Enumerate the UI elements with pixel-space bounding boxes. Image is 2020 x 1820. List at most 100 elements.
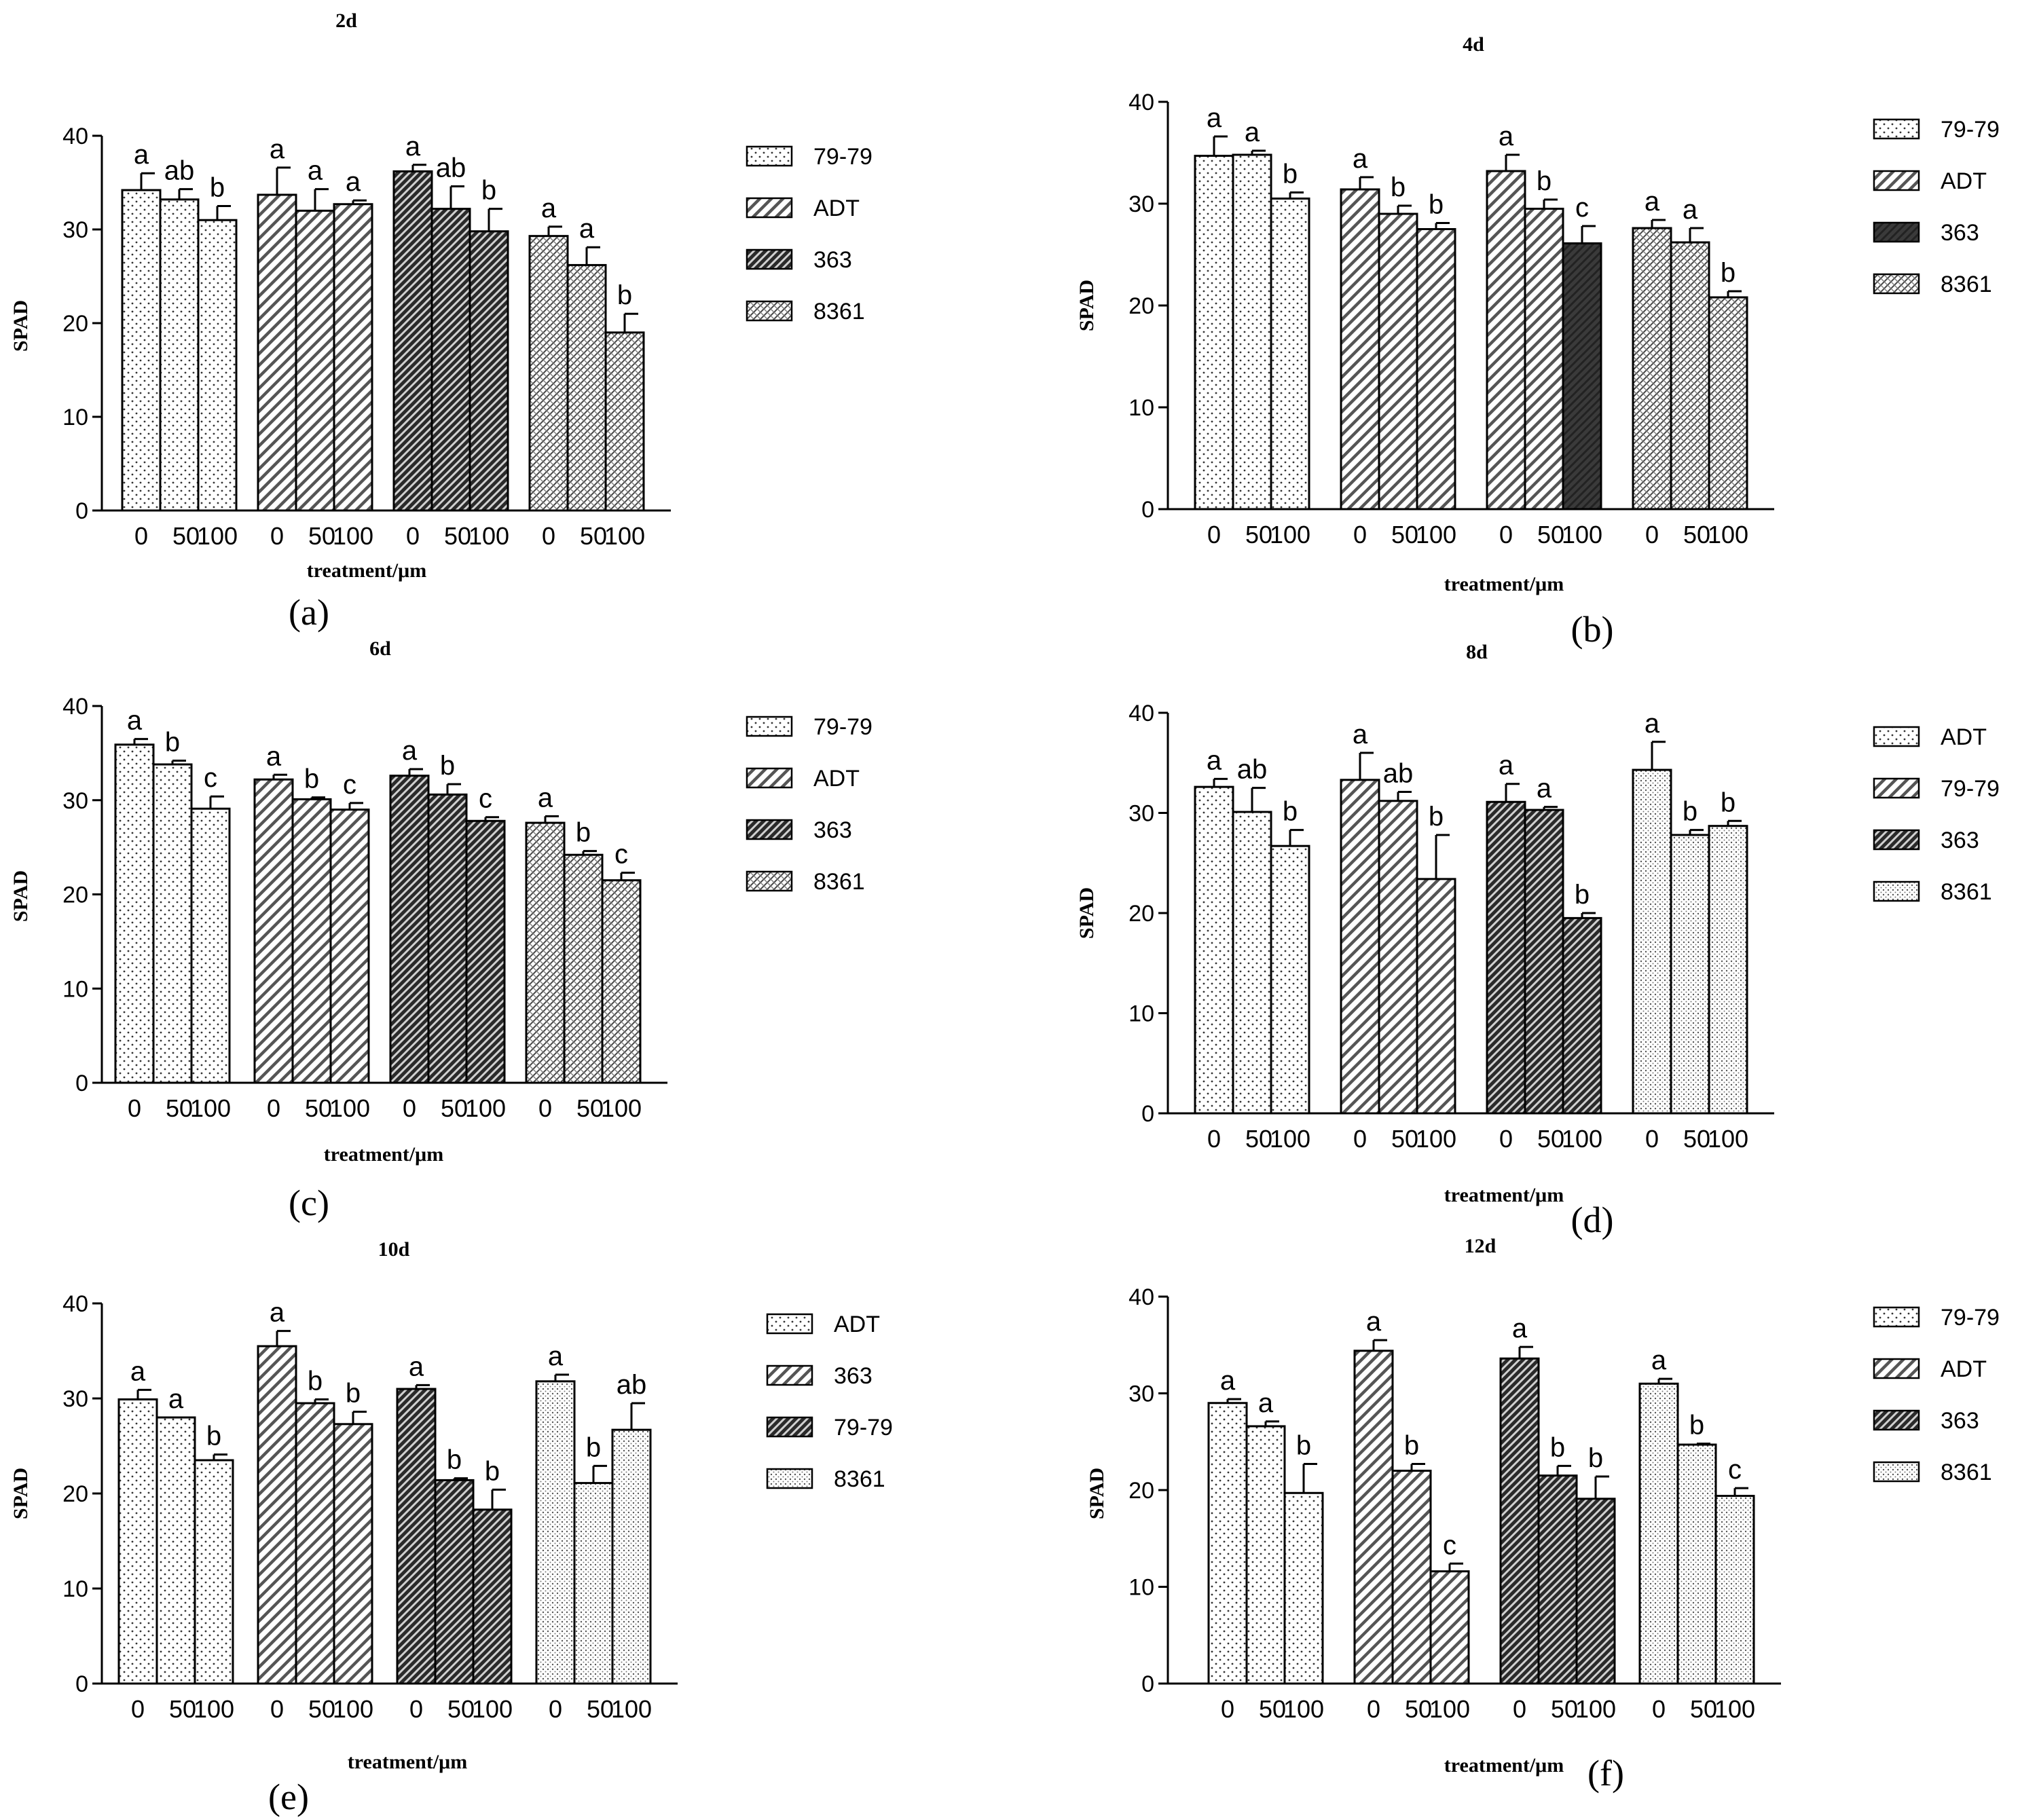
- bar: [190, 807, 231, 1084]
- bar: [1632, 227, 1672, 510]
- x-axis-label: treatment/μm: [348, 1751, 467, 1773]
- x-tick-label: 100: [333, 1695, 373, 1723]
- legend-swatch: [1873, 118, 1920, 140]
- chart-panel-5: 10d 0 10 20 30 40 SPAD treatment/μm (e) a 0 a 50 b 100…: [10, 1238, 893, 1817]
- significance-letter: a: [538, 783, 553, 813]
- panel-label: (b): [1571, 609, 1614, 650]
- legend-swatch: [1873, 880, 1920, 902]
- x-tick-label: 0: [1499, 521, 1513, 549]
- x-tick-label: 100: [1429, 1695, 1470, 1723]
- significance-letter: b: [1296, 1431, 1311, 1461]
- significance-letter: a: [1499, 751, 1514, 781]
- x-tick-label: 0: [267, 1094, 280, 1122]
- bar: [1537, 1474, 1578, 1685]
- significance-letter: ab: [164, 156, 195, 186]
- significance-letter: a: [1499, 122, 1514, 151]
- x-tick-label: 100: [1283, 1695, 1324, 1723]
- x-tick-label: 100: [333, 522, 373, 550]
- y-axis-label: SPAD: [10, 300, 32, 352]
- x-tick-label: 50: [1537, 521, 1564, 549]
- significance-letter: a: [134, 140, 149, 170]
- significance-letter: a: [1645, 709, 1660, 739]
- y-tick-label: 20: [1128, 1478, 1154, 1504]
- legend-swatch: [746, 145, 793, 167]
- x-tick-label: 100: [604, 522, 645, 550]
- x-tick-label: 50: [166, 1094, 193, 1122]
- significance-letter: a: [127, 706, 143, 736]
- y-tick-label: 0: [75, 498, 88, 524]
- bar: [1340, 188, 1380, 510]
- legend-label: 8361: [813, 299, 865, 324]
- significance-letter: b: [165, 727, 180, 757]
- significance-letter: a: [1353, 720, 1368, 749]
- x-tick-label: 0: [270, 522, 284, 550]
- x-tick-label: 0: [406, 522, 420, 550]
- x-tick-label: 50: [1245, 1125, 1272, 1153]
- x-tick-label: 100: [329, 1094, 370, 1122]
- bar: [194, 1459, 234, 1685]
- bar: [329, 809, 370, 1084]
- panel-label: (f): [1587, 1753, 1624, 1794]
- chart-title: 10d: [378, 1238, 410, 1261]
- significance-letter: a: [1651, 1345, 1667, 1375]
- x-tick-label: 50: [1551, 1695, 1578, 1723]
- legend-label: 363: [813, 817, 852, 843]
- legend-swatch: [1873, 1358, 1920, 1379]
- legend-swatch: [766, 1313, 813, 1335]
- significance-letter: b: [1588, 1443, 1603, 1473]
- bar: [1270, 844, 1310, 1115]
- x-tick-label: 50: [1391, 521, 1418, 549]
- bar: [465, 819, 506, 1084]
- y-tick-label: 10: [1128, 1575, 1154, 1601]
- bar: [1353, 1350, 1394, 1685]
- significance-letter: ab: [436, 153, 466, 183]
- legend-swatch: [746, 819, 793, 840]
- bar: [573, 1482, 614, 1685]
- legend-label: 79-79: [813, 714, 873, 740]
- y-tick-label: 40: [62, 694, 88, 720]
- significance-letter: a: [1512, 1314, 1528, 1343]
- significance-letter: b: [1404, 1431, 1419, 1461]
- y-tick-label: 40: [1128, 90, 1154, 115]
- significance-letter: a: [548, 1341, 564, 1371]
- bar: [1378, 212, 1418, 510]
- bar: [535, 1380, 576, 1685]
- bar: [604, 331, 645, 512]
- bar: [333, 203, 373, 512]
- significance-letter: a: [405, 132, 421, 162]
- x-axis-label: treatment/μm: [1444, 573, 1564, 595]
- bar: [1562, 916, 1602, 1115]
- bar: [1632, 768, 1672, 1115]
- significance-letter: b: [308, 1366, 323, 1396]
- bar: [430, 208, 471, 512]
- bar: [396, 1388, 437, 1685]
- x-tick-label: 50: [172, 522, 200, 550]
- significance-letter: b: [1429, 190, 1444, 220]
- y-tick-label: 40: [62, 124, 88, 149]
- legend-label: 79-79: [834, 1415, 893, 1441]
- significance-letter: b: [1283, 160, 1298, 189]
- y-tick-label: 40: [1128, 1284, 1154, 1310]
- legend-label: 363: [1941, 828, 1979, 853]
- chart-title: 6d: [369, 637, 391, 660]
- significance-letter: ab: [1383, 759, 1414, 789]
- significance-letter: b: [485, 1456, 500, 1486]
- y-tick-label: 10: [1128, 395, 1154, 421]
- x-tick-label: 100: [601, 1094, 642, 1122]
- bar: [392, 170, 433, 512]
- bar: [159, 198, 200, 512]
- y-tick-label: 0: [1141, 497, 1154, 523]
- y-tick-label: 30: [1128, 801, 1154, 827]
- bar: [1562, 242, 1602, 510]
- legend-label: 79-79: [1941, 117, 2000, 143]
- bar: [257, 193, 297, 512]
- x-tick-label: 50: [305, 1094, 332, 1122]
- significance-letter: b: [304, 764, 319, 794]
- x-tick-label: 50: [587, 1695, 614, 1723]
- significance-letter: b: [447, 1445, 462, 1475]
- significance-letter: a: [579, 214, 595, 244]
- y-axis-label: SPAD: [1076, 887, 1098, 939]
- legend-swatch: [1873, 221, 1920, 243]
- significance-letter: a: [1207, 103, 1222, 133]
- bar: [427, 793, 468, 1084]
